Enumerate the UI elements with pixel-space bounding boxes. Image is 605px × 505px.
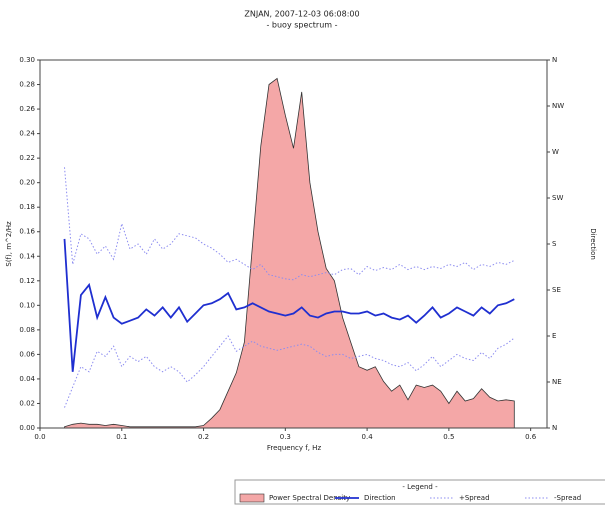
chart-subtitle: - buoy spectrum - — [266, 21, 337, 30]
y-tick-label: 0.04 — [19, 375, 35, 383]
legend-box — [234, 479, 605, 505]
x-tick-label: 0.4 — [362, 433, 374, 441]
legend-label: Direction — [364, 494, 396, 502]
spread-line — [64, 335, 515, 408]
y-tick-label: 0.14 — [19, 252, 35, 260]
legend-swatch — [239, 493, 265, 503]
x-tick-label: 0.1 — [116, 433, 127, 441]
legend-label: Power Spectral Density — [269, 494, 350, 502]
y2-tick-label: NE — [552, 378, 562, 386]
y-tick-label: 0.02 — [19, 399, 35, 407]
y-tick-label: 0.00 — [19, 424, 35, 432]
x-tick-label: 0.5 — [443, 433, 454, 441]
x-tick-label: 0.3 — [280, 433, 291, 441]
y-tick-label: 0.06 — [19, 350, 35, 358]
y2-tick-label: SE — [552, 286, 561, 294]
y-tick-label: 0.10 — [19, 301, 35, 309]
direction-line — [63, 238, 515, 372]
spread-line — [64, 167, 515, 281]
chart-title: ZNJAN, 2007-12-03 06:08:00 — [244, 10, 359, 19]
y2-tick-label: NW — [552, 102, 564, 110]
x-tick-label: 0.2 — [198, 433, 209, 441]
y-tick-label: 0.22 — [19, 154, 35, 162]
y-tick-label: 0.12 — [19, 277, 35, 285]
psd-area — [64, 77, 515, 429]
y-tick-label: 0.20 — [19, 179, 35, 187]
x-tick-label: 0.6 — [525, 433, 537, 441]
y-tick-label: 0.24 — [19, 130, 35, 138]
legend-label: -Spread — [554, 494, 581, 502]
y2-tick-label: S — [552, 240, 557, 248]
x-tick-label: 0.0 — [34, 433, 45, 441]
y2-axis-label: Direction — [589, 228, 597, 260]
y2-tick-label: W — [552, 148, 559, 156]
y-tick-label: 0.28 — [19, 81, 35, 89]
y2-tick-label: N — [552, 424, 557, 432]
y2-tick-label: E — [552, 332, 556, 340]
y2-tick-label: SW — [552, 194, 563, 202]
y-axis-label: S(f), m^2/Hz — [5, 221, 13, 267]
y-tick-label: 0.26 — [19, 105, 35, 113]
legend-label: +Spread — [459, 494, 490, 502]
legend-title: - Legend - — [402, 483, 438, 491]
y-tick-label: 0.18 — [19, 203, 35, 211]
y-tick-label: 0.08 — [19, 326, 35, 334]
y-tick-label: 0.16 — [19, 228, 35, 236]
y2-tick-label: N — [552, 56, 557, 64]
x-axis-label: Frequency f, Hz — [267, 444, 322, 452]
y-tick-label: 0.30 — [19, 56, 35, 64]
